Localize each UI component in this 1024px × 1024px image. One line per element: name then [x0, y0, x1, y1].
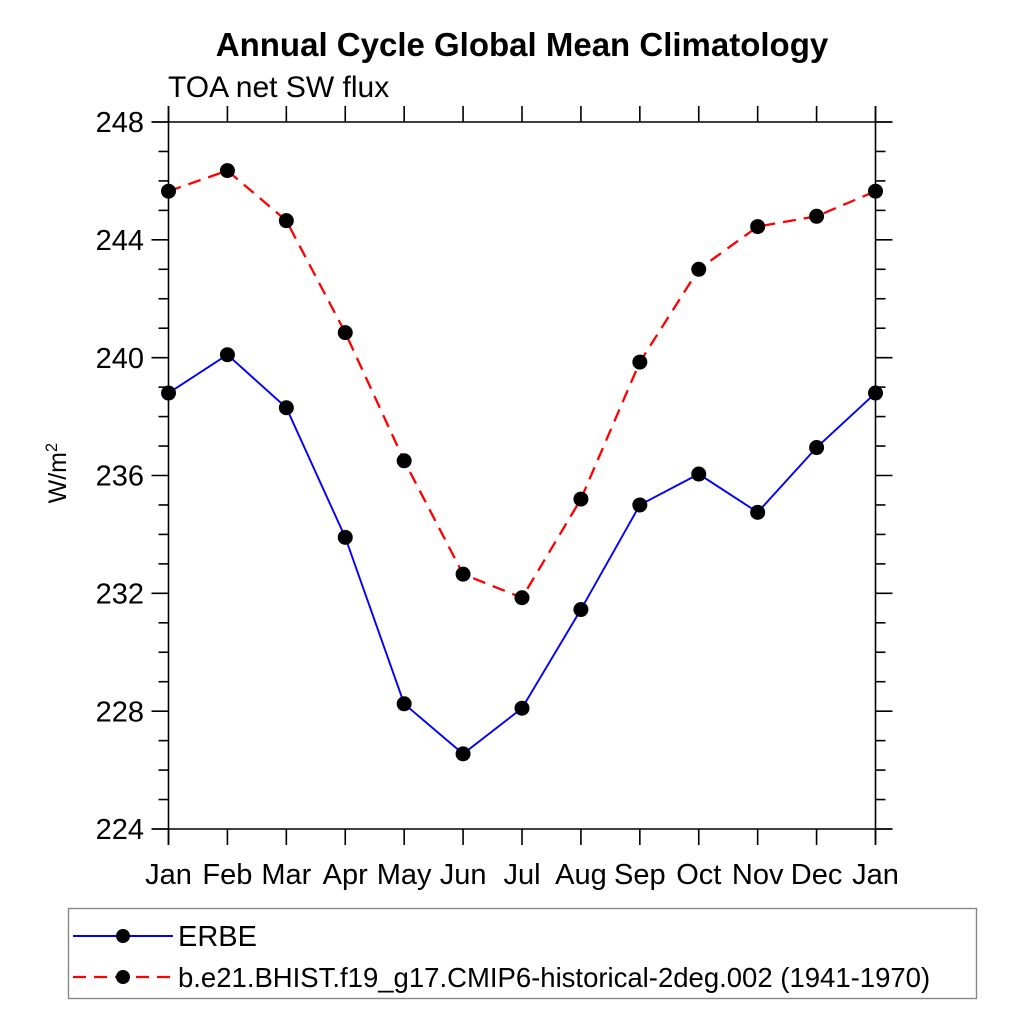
data-point-marker	[868, 385, 883, 401]
chart-title: Annual Cycle Global Mean Climatology	[215, 26, 829, 63]
y-tick-label: 232	[96, 578, 144, 610]
data-point-marker	[161, 385, 176, 401]
data-point-marker	[750, 504, 766, 520]
y-tick-label: 248	[96, 107, 144, 139]
legend-sample-marker	[116, 929, 130, 943]
y-tick-label: 224	[96, 814, 144, 846]
x-tick-label: May	[377, 859, 432, 891]
data-point-marker	[455, 746, 471, 762]
y-axis-label: W/m2	[43, 373, 73, 573]
series-line	[167, 353, 877, 756]
x-tick-label: Apr	[323, 859, 368, 891]
data-point-marker	[691, 261, 707, 277]
x-tick-label: Jan	[145, 859, 192, 891]
data-point-marker	[632, 354, 648, 370]
x-tick-label: Nov	[732, 859, 784, 891]
data-point-marker	[809, 440, 825, 456]
y-axis-label-superscript: 2	[42, 442, 61, 453]
data-point-marker	[514, 590, 530, 606]
chart-subtitle: TOA net SW flux	[168, 71, 390, 104]
data-point-marker	[278, 213, 294, 229]
data-point-marker	[337, 529, 353, 545]
data-point-marker	[573, 491, 589, 507]
data-point-marker	[396, 453, 412, 469]
data-point-marker	[396, 696, 412, 712]
x-tick-label: Sep	[614, 859, 666, 891]
data-point-marker	[219, 163, 235, 179]
data-point-marker	[750, 219, 766, 235]
legend-sample-marker	[116, 970, 130, 984]
legend-label: b.e21.BHIST.f19_g17.CMIP6-historical-2de…	[178, 962, 930, 993]
data-point-marker	[455, 566, 471, 582]
data-point-marker	[691, 466, 707, 482]
data-point-marker	[514, 700, 530, 716]
x-tick-label: Feb	[202, 859, 252, 891]
series-line	[168, 169, 876, 600]
data-point-marker	[809, 208, 825, 224]
y-axis-label-base: W/m	[44, 452, 73, 504]
x-tick-label: Oct	[676, 859, 721, 891]
y-tick-label: 244	[96, 225, 144, 257]
x-tick-label: Jul	[503, 859, 540, 891]
y-tick-label: 228	[96, 696, 144, 728]
x-tick-label: Dec	[791, 859, 843, 891]
legend-label: ERBE	[178, 921, 257, 953]
x-tick-label: Jan	[852, 859, 899, 891]
data-point-marker	[337, 325, 353, 341]
data-point-marker	[161, 183, 176, 199]
data-point-marker	[868, 183, 883, 199]
y-tick-label: 240	[96, 343, 144, 375]
data-point-marker	[278, 400, 294, 416]
data-point-marker	[632, 497, 648, 513]
data-point-marker	[219, 347, 235, 363]
data-point-marker	[573, 602, 589, 618]
x-tick-label: Aug	[555, 859, 607, 891]
y-tick-label: 236	[96, 461, 144, 493]
legend-box	[67, 907, 978, 1000]
x-tick-label: Mar	[261, 859, 311, 891]
x-tick-label: Jun	[440, 859, 487, 891]
